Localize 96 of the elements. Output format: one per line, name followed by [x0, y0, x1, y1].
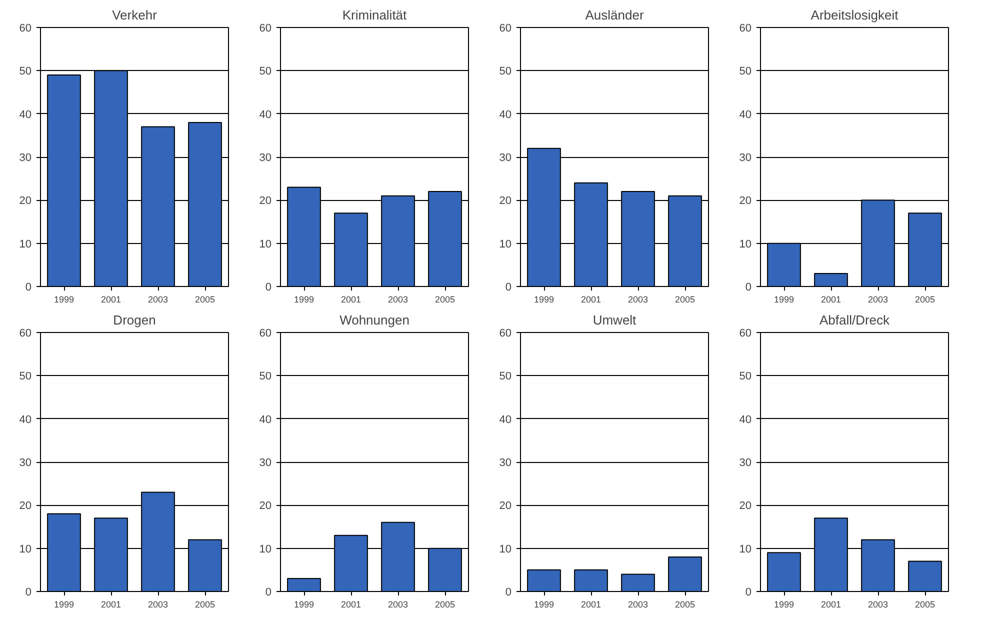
y-tick-label: 0 [265, 282, 272, 294]
y-tick-label: 0 [265, 586, 272, 598]
y-tick-label: 30 [739, 152, 752, 164]
y-tick-label: 0 [505, 282, 512, 294]
y-tick-label: 10 [739, 543, 752, 556]
x-tick-label: 2005 [674, 294, 696, 304]
x-tick-label: 1999 [774, 294, 794, 304]
y-tick-label: 20 [739, 195, 752, 208]
y-tick-label: 60 [19, 328, 32, 340]
y-tick-label: 60 [739, 328, 752, 340]
x-tick-label: 2005 [194, 600, 216, 610]
y-tick-label: 50 [739, 370, 752, 383]
y-tick-label: 20 [19, 500, 32, 512]
y-tick-label: 60 [739, 22, 752, 34]
y-tick-label: 20 [739, 500, 752, 512]
x-tick-label: 2003 [388, 294, 408, 304]
y-tick-label: 10 [19, 543, 32, 556]
chart-title: Wohnungen [340, 312, 410, 328]
x-tick-label: 1999 [534, 600, 554, 610]
x-tick-label: 2005 [914, 294, 936, 304]
y-tick-label: 0 [505, 586, 512, 598]
y-tick-label: 60 [499, 328, 512, 340]
x-tick-label: 2005 [194, 294, 216, 304]
x-tick-label: 2005 [434, 600, 456, 610]
y-tick-label: 0 [25, 586, 32, 598]
x-tick-label: 1999 [534, 294, 554, 304]
x-tick-label: 1999 [294, 600, 314, 610]
y-tick-label: 10 [259, 238, 272, 250]
x-tick-label: 2001 [580, 600, 602, 610]
y-tick-label: 50 [19, 370, 32, 383]
y-tick-label: 10 [259, 543, 272, 556]
y-tick-label: 10 [499, 543, 512, 556]
x-tick-label: 1999 [54, 600, 74, 610]
y-tick-label: 0 [745, 282, 752, 294]
y-tick-label: 30 [499, 152, 512, 164]
x-tick-label: 1999 [774, 600, 794, 610]
x-tick-label: 2001 [100, 600, 122, 610]
y-tick-label: 40 [19, 414, 32, 426]
x-tick-label: 2005 [674, 600, 696, 610]
x-tick-label: 2003 [868, 294, 888, 304]
x-tick-label: 2001 [820, 294, 842, 304]
y-tick-label: 40 [259, 108, 272, 121]
y-tick-label: 40 [499, 108, 512, 121]
y-tick-label: 50 [19, 66, 32, 78]
x-tick-label: 1999 [294, 294, 314, 304]
y-tick-label: 40 [259, 414, 272, 426]
chart-title: Arbeitslosigkeit [810, 8, 899, 22]
x-tick-label: 2001 [580, 294, 602, 304]
y-tick-label: 0 [25, 282, 32, 294]
y-tick-label: 30 [739, 457, 752, 469]
y-tick-label: 50 [739, 66, 752, 78]
y-tick-label: 10 [499, 238, 512, 250]
y-tick-label: 20 [499, 500, 512, 512]
x-tick-label: 2003 [388, 600, 408, 610]
x-tick-label: 2001 [340, 294, 362, 304]
chart-title: Umwelt [592, 312, 637, 328]
x-tick-label: 2003 [628, 600, 648, 610]
chart-title: Drogen [113, 312, 156, 328]
x-tick-label: 2003 [148, 294, 168, 304]
y-tick-label: 40 [499, 414, 512, 426]
x-tick-label: 2003 [868, 600, 888, 610]
y-tick-label: 10 [19, 238, 32, 250]
y-tick-label: 30 [259, 152, 272, 164]
x-tick-label: 2001 [820, 600, 842, 610]
x-tick-label: 1999 [54, 294, 74, 304]
x-tick-label: 2003 [628, 294, 648, 304]
chart-title: Verkehr [112, 8, 158, 22]
x-tick-label: 2005 [434, 294, 456, 304]
chart-title: Ausländer [585, 8, 644, 22]
y-tick-label: 30 [499, 457, 512, 469]
y-tick-label: 40 [19, 108, 32, 121]
y-tick-label: 20 [499, 195, 512, 208]
y-tick-label: 40 [739, 414, 752, 426]
y-tick-label: 50 [499, 370, 512, 383]
y-tick-label: 20 [19, 195, 32, 208]
y-tick-label: 60 [499, 22, 512, 34]
chart-title: Abfall/Dreck [819, 312, 890, 328]
y-tick-label: 40 [739, 108, 752, 121]
y-tick-label: 60 [19, 22, 32, 34]
chart-title: Kriminalität [342, 8, 408, 22]
y-tick-label: 30 [259, 457, 272, 469]
y-tick-label: 60 [259, 328, 272, 340]
x-tick-label: 2005 [914, 600, 936, 610]
y-tick-label: 20 [259, 500, 272, 512]
y-tick-label: 20 [259, 195, 272, 208]
y-tick-label: 10 [739, 238, 752, 250]
x-tick-label: 2001 [340, 600, 362, 610]
y-tick-label: 50 [499, 66, 512, 78]
y-tick-label: 30 [19, 457, 32, 469]
y-tick-label: 50 [259, 66, 272, 78]
y-tick-label: 60 [259, 22, 272, 34]
x-tick-label: 2003 [148, 600, 168, 610]
y-tick-label: 50 [259, 370, 272, 383]
x-tick-label: 2001 [100, 294, 122, 304]
y-tick-label: 30 [19, 152, 32, 164]
y-tick-label: 0 [745, 586, 752, 598]
